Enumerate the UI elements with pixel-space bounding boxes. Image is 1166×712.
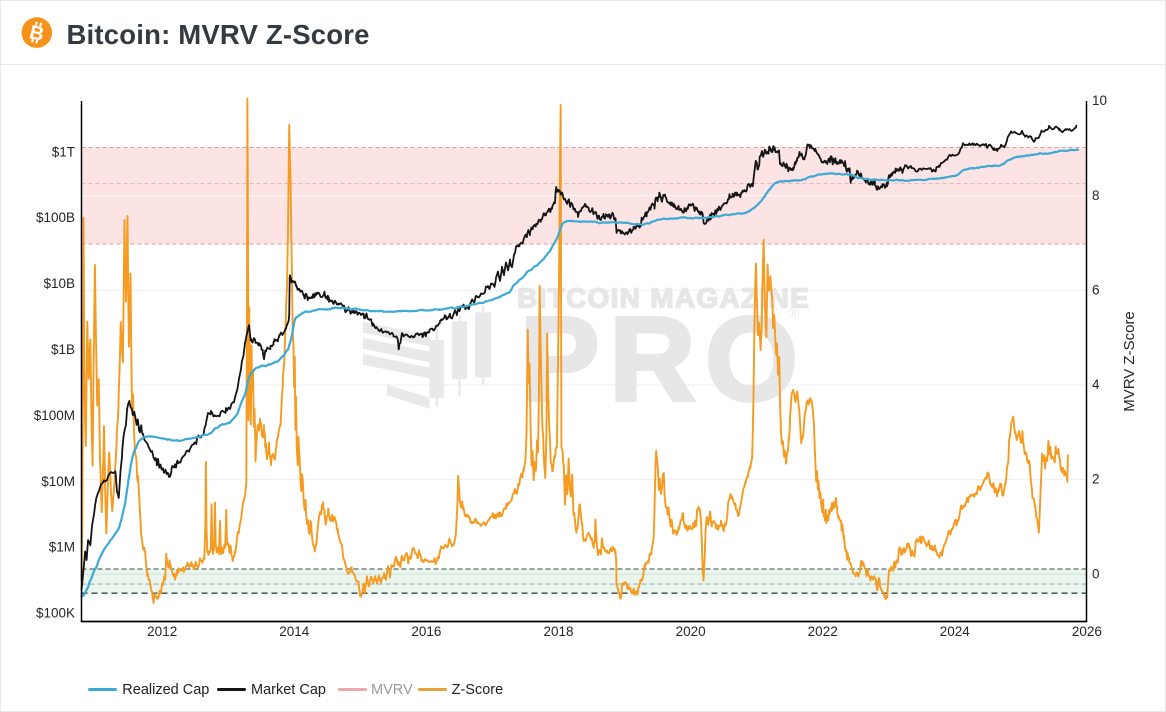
svg-text:$100M: $100M — [34, 408, 75, 423]
svg-text:2016: 2016 — [411, 624, 441, 639]
svg-text:®: ® — [789, 305, 800, 322]
svg-text:B: B — [27, 21, 46, 46]
svg-text:2020: 2020 — [676, 624, 706, 639]
svg-text:2018: 2018 — [543, 624, 573, 639]
svg-text:$1M: $1M — [49, 540, 75, 555]
svg-text:2: 2 — [1092, 472, 1100, 487]
svg-text:$100K: $100K — [36, 606, 75, 621]
svg-text:BITCOIN MAGAZINE: BITCOIN MAGAZINE — [517, 283, 810, 314]
svg-text:MVRV Z-Score: MVRV Z-Score — [1121, 311, 1138, 412]
svg-text:2012: 2012 — [147, 624, 177, 639]
svg-text:2026: 2026 — [1072, 624, 1102, 639]
svg-text:2024: 2024 — [940, 624, 971, 639]
svg-text:10: 10 — [1092, 93, 1107, 108]
svg-text:6: 6 — [1092, 282, 1100, 297]
svg-text:2014: 2014 — [279, 624, 310, 639]
svg-text:$10B: $10B — [43, 276, 75, 291]
svg-text:4: 4 — [1092, 377, 1100, 392]
svg-text:2022: 2022 — [808, 624, 838, 639]
svg-text:8: 8 — [1092, 188, 1100, 203]
svg-text:$1T: $1T — [52, 144, 75, 159]
svg-text:$1B: $1B — [51, 342, 75, 357]
svg-text:$10M: $10M — [41, 474, 75, 489]
svg-text:0: 0 — [1092, 566, 1100, 581]
svg-text:$100B: $100B — [36, 210, 75, 225]
